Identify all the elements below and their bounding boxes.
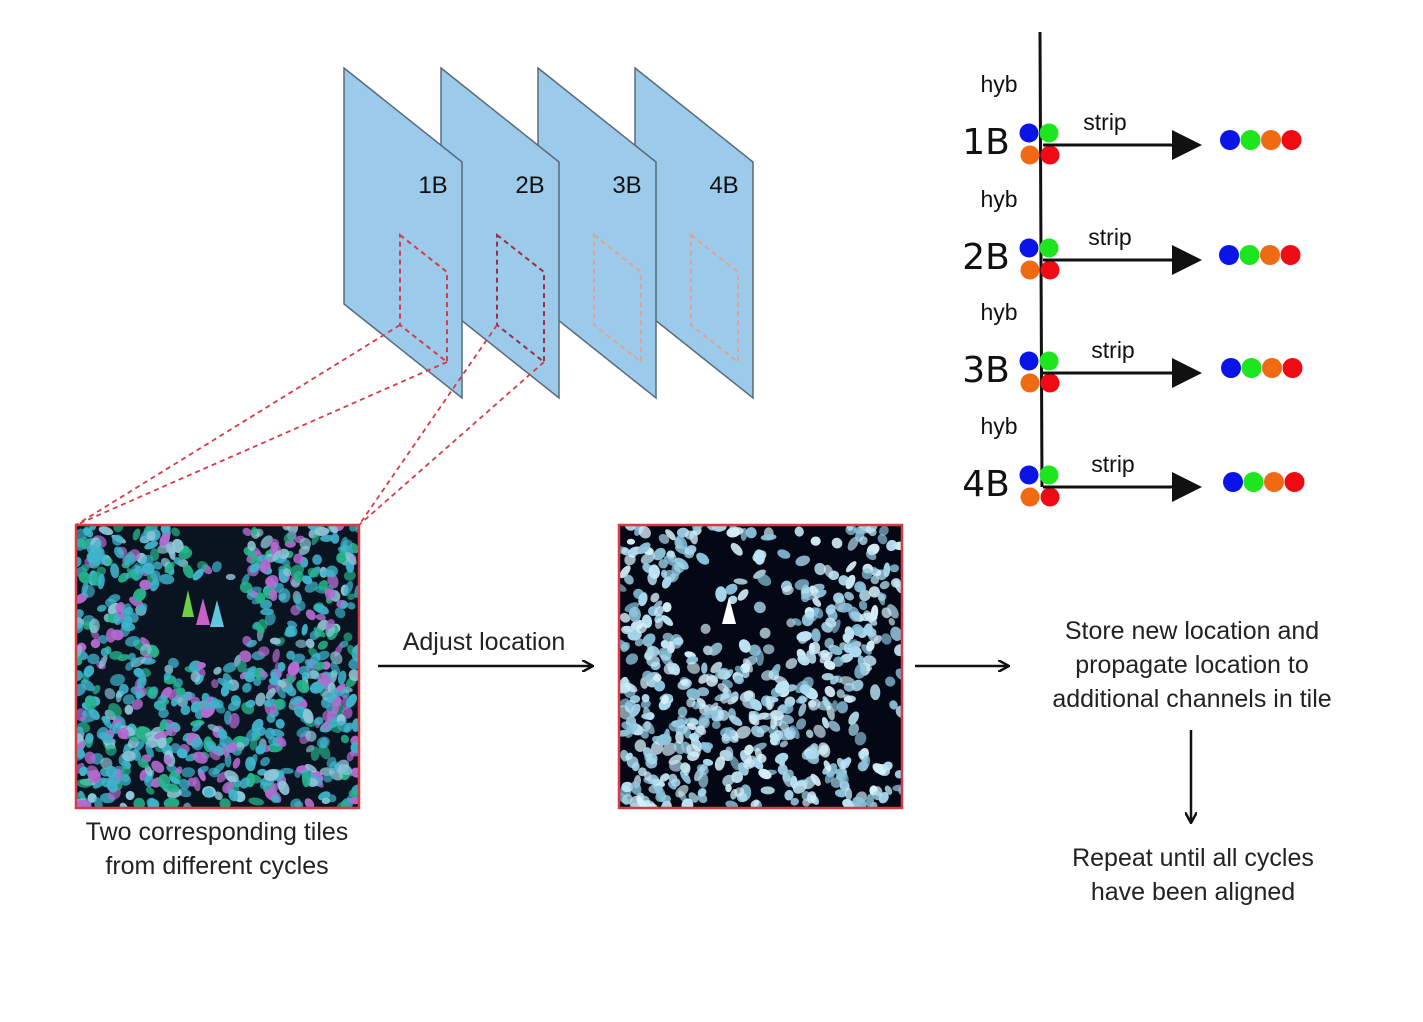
channel-dot (1039, 351, 1059, 371)
hyb-label: hyb (980, 186, 1017, 212)
magenta-arrowhead-marker (196, 598, 210, 625)
channel-dot (1020, 145, 1040, 165)
cycle-label: 4B (962, 464, 1010, 505)
result-dot (1284, 472, 1305, 492)
hyb-strip-timeline: hyb 1B strip hyb 2B strip hyb 3B strip hyb 4B strip (962, 31, 1305, 507)
result-dot (1264, 472, 1284, 492)
channel-dot (1019, 351, 1039, 371)
cycle-plane-2b: 2B (440, 66, 560, 400)
result-dot (1241, 358, 1262, 378)
repeat-text-line1: Repeat until all cycles (1072, 844, 1314, 872)
timeline-round-1: hyb 1B strip (962, 71, 1302, 165)
cycle-plane-stack: 4B 3B 2B 1B (343, 66, 754, 400)
plane-label-1b: 1B (418, 172, 447, 199)
result-dot (1281, 130, 1302, 150)
store-text-line1: Store new location and (1064, 617, 1320, 645)
tiles-caption-line2: from different cycles (105, 852, 329, 880)
projection-lines (75, 324, 545, 526)
cycle-label: 2B (962, 237, 1010, 278)
hyb-label: hyb (980, 71, 1017, 97)
channel-dot (1020, 260, 1040, 280)
strip-label: strip (1088, 224, 1131, 250)
result-dot (1282, 358, 1303, 378)
cycle-plane-1b: 1B (343, 66, 463, 400)
strip-label: strip (1091, 451, 1134, 477)
result-dot (1239, 245, 1260, 265)
strip-arrow-head (1172, 358, 1202, 388)
adjust-location-label: Adjust location (403, 628, 566, 656)
channel-dot (1039, 123, 1059, 143)
aligned-tile-image (617, 523, 904, 810)
plane-label-4b: 4B (709, 172, 738, 199)
channel-dot (1019, 465, 1039, 485)
result-dot (1240, 130, 1261, 150)
channel-dot (1039, 465, 1059, 485)
store-text-line3: additional channels in tile (1052, 685, 1332, 713)
hyb-label: hyb (980, 413, 1017, 439)
store-location-text: Store new location and propagate locatio… (1010, 614, 1374, 716)
plane-label-3b: 3B (612, 172, 641, 199)
cyan-arrowhead-marker (210, 600, 224, 627)
result-dot (1280, 245, 1301, 265)
store-text-line2: propagate location to (1075, 651, 1309, 679)
result-dot (1262, 358, 1282, 378)
result-dot (1260, 245, 1280, 265)
white-arrowhead-marker (722, 597, 736, 624)
strip-arrow-head (1172, 472, 1202, 502)
channel-dot (1019, 238, 1039, 258)
strip-label: strip (1091, 337, 1134, 363)
strip-arrow-head (1172, 130, 1202, 160)
channel-dot (1040, 373, 1060, 393)
repeat-text: Repeat until all cycles have been aligne… (1030, 841, 1356, 909)
green-arrowhead-marker (182, 590, 194, 617)
channel-dot (1020, 373, 1040, 393)
cycle-label: 3B (962, 350, 1010, 391)
channel-dot (1040, 145, 1060, 165)
plane-label-2b: 2B (515, 172, 544, 199)
channel-dot (1019, 123, 1039, 143)
result-dot (1223, 472, 1243, 492)
cycle-label: 1B (962, 122, 1010, 163)
timeline-axis (1038, 31, 1044, 488)
tiles-caption: Two corresponding tiles from different c… (40, 815, 394, 883)
channel-dot (1040, 487, 1060, 507)
result-dot (1219, 245, 1239, 265)
strip-arrow-head (1172, 245, 1202, 275)
cycle-plane-4b: 4B (634, 66, 754, 400)
channel-dot (1020, 487, 1040, 507)
hyb-label: hyb (980, 299, 1017, 325)
result-dot (1220, 130, 1240, 150)
result-dot (1243, 472, 1264, 492)
channel-dot (1039, 238, 1059, 258)
channel-dot (1040, 260, 1060, 280)
strip-label: strip (1083, 109, 1126, 135)
result-dot (1221, 358, 1241, 378)
result-dot (1261, 130, 1281, 150)
repeat-text-line2: have been aligned (1090, 878, 1296, 906)
overlay-tile-image (74, 523, 361, 810)
timeline-round-4: hyb 4B strip (962, 413, 1305, 507)
timeline-round-3: hyb 3B strip (962, 299, 1303, 393)
tiles-caption-line1: Two corresponding tiles (85, 818, 349, 846)
timeline-round-2: hyb 2B strip (962, 186, 1301, 280)
